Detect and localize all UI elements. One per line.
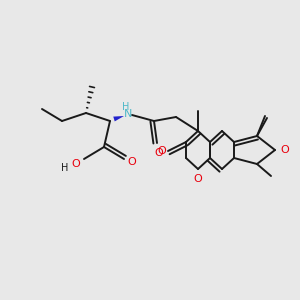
Text: O: O xyxy=(158,146,166,156)
Text: O: O xyxy=(154,148,164,158)
Polygon shape xyxy=(113,116,124,122)
Text: H: H xyxy=(122,102,130,112)
Text: O: O xyxy=(72,159,80,169)
Text: H: H xyxy=(61,163,69,173)
Text: O: O xyxy=(280,145,290,155)
Text: O: O xyxy=(194,174,202,184)
Text: N: N xyxy=(124,109,132,119)
Text: O: O xyxy=(128,157,136,167)
